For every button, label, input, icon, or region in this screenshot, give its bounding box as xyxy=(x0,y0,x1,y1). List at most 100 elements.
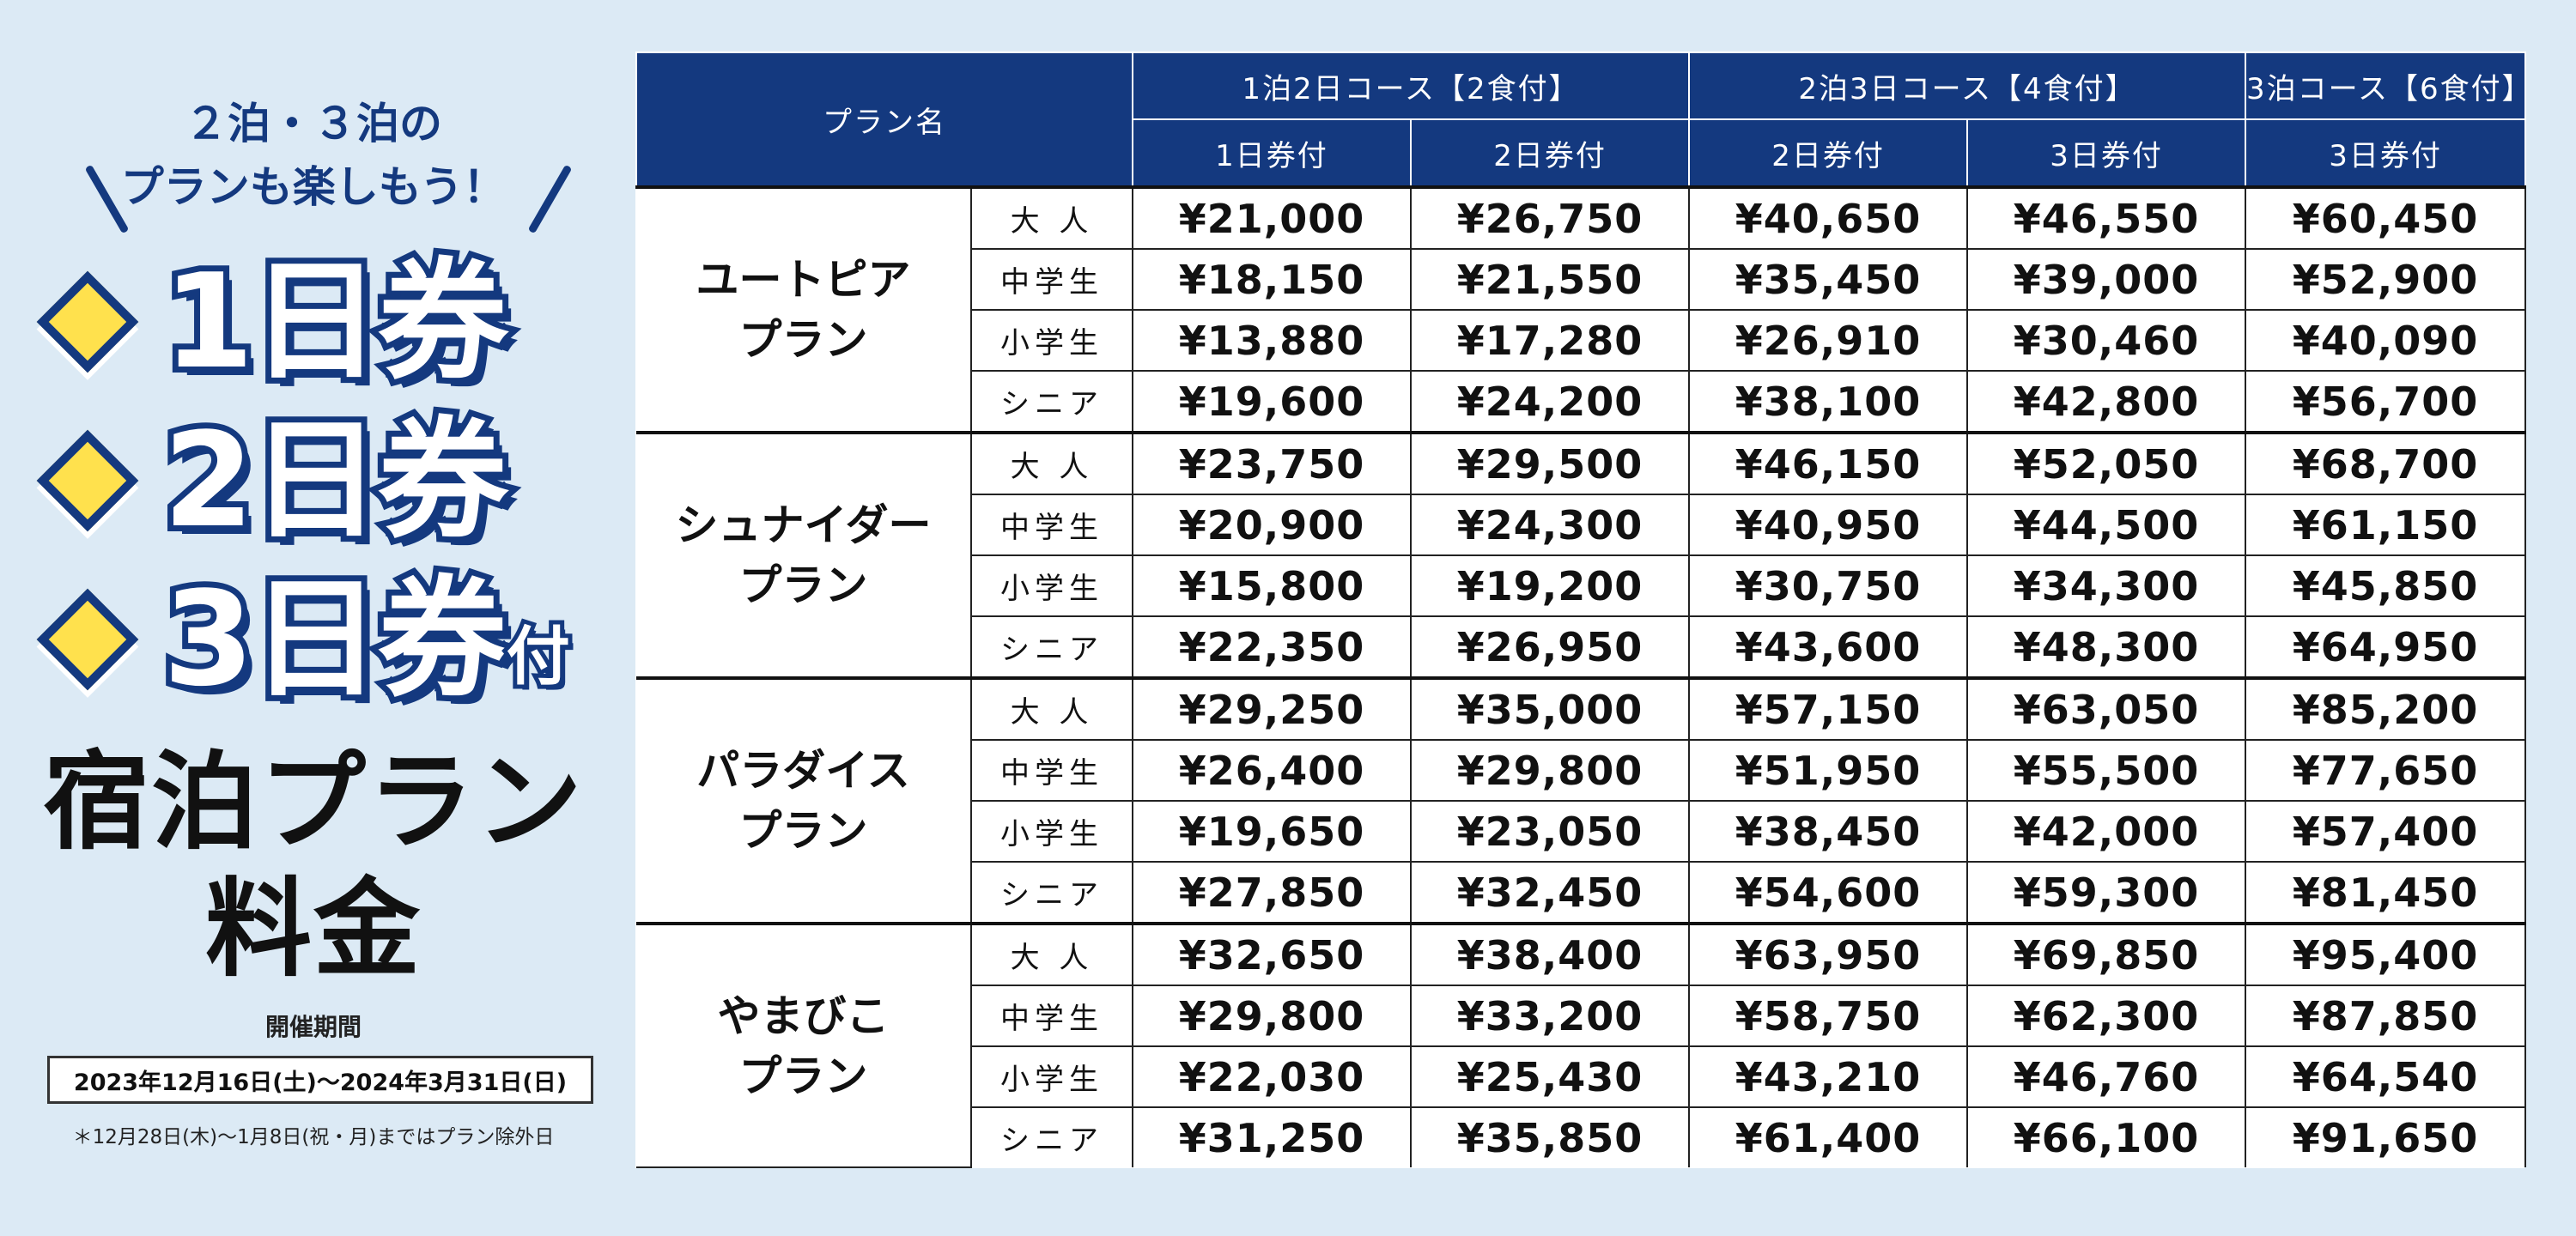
header-row-courses: プラン名 1泊2日コース【2食付】 2泊3日コース【4食付】 3泊コース【6食付… xyxy=(635,52,2531,188)
price-cell: ¥40,090 xyxy=(2245,309,2527,372)
price-cell: ¥60,450 xyxy=(2245,185,2527,250)
plan-name-line2: プラン xyxy=(738,806,868,856)
price-cell: ¥26,950 xyxy=(1409,615,1691,679)
price-cell: ¥56,700 xyxy=(2245,370,2527,433)
ticket-1day: 1日券 xyxy=(36,243,514,401)
price-cell: ¥35,000 xyxy=(1409,676,1691,741)
price-cell: ¥61,400 xyxy=(1688,1106,1969,1167)
tagline-line1: ２泊・３泊の xyxy=(185,99,442,148)
price-cell: ¥42,000 xyxy=(1966,800,2247,863)
price-cell: ¥22,030 xyxy=(1132,1045,1412,1108)
header-row-tickets: 1日券付 2日券付 2日券付 3日券付 3日券付 xyxy=(636,118,2527,188)
price-cell: ¥13,880 xyxy=(1132,309,1412,372)
price-cell: ¥25,430 xyxy=(1409,1045,1691,1108)
page-title-line2: 料金 xyxy=(204,868,422,991)
ticket-label: 3日券 xyxy=(157,560,514,718)
price-cell: ¥51,950 xyxy=(1688,739,1969,802)
price-cell: ¥26,750 xyxy=(1409,185,1691,250)
price-cell: ¥52,050 xyxy=(1966,431,2247,495)
price-cell: ¥15,800 xyxy=(1132,554,1412,617)
price-cell: ¥46,550 xyxy=(1966,185,2247,250)
price-cell: ¥91,650 xyxy=(2245,1106,2527,1167)
price-cell: ¥24,200 xyxy=(1409,370,1691,433)
table-row: パラダイス プラン大 人 ¥29,250 ¥35,000 ¥57,150 ¥63,050 ¥… xyxy=(636,676,2527,924)
price-cell: ¥46,150 xyxy=(1688,431,1969,495)
ticket-subheader: 2日券付 xyxy=(1409,118,1691,188)
plan-name-line1: シュナイダー xyxy=(675,500,932,550)
plan-name-cell: やまびこ プラン xyxy=(636,922,972,1168)
course-header-1n2d: 1泊2日コース【2食付】 xyxy=(1131,52,1691,120)
price-cell: ¥77,650 xyxy=(2245,739,2527,802)
age-category-cell: シニア xyxy=(971,370,1133,433)
price-cell: ¥95,400 xyxy=(2245,922,2527,986)
price-cell: ¥44,500 xyxy=(1966,494,2247,556)
promo-panel: ２泊・３泊の プランも楽しもう！ 1日券 2日券 3日券 付 宿泊プラン 料金 … xyxy=(0,0,627,1236)
price-cell: ¥85,200 xyxy=(2245,676,2527,741)
price-cell: ¥68,700 xyxy=(2245,431,2527,495)
plan-name-cell: シュナイダー プラン xyxy=(636,431,972,679)
price-cell: ¥69,850 xyxy=(1966,922,2247,986)
age-category-cell: 大 人 xyxy=(970,185,1133,250)
price-cell: ¥19,200 xyxy=(1409,554,1691,617)
plan-name-cell: パラダイス プラン xyxy=(636,676,972,924)
price-cell: ¥23,050 xyxy=(1409,800,1691,863)
plan-name-header: プラン名 xyxy=(635,52,1133,188)
ticket-3day: 3日券 付 xyxy=(36,560,574,718)
price-cell: ¥29,800 xyxy=(1132,985,1412,1047)
price-cell: ¥38,450 xyxy=(1688,800,1969,863)
price-cell: ¥63,950 xyxy=(1688,922,1969,986)
price-cell: ¥26,400 xyxy=(1132,739,1412,802)
age-category-cell: 小学生 xyxy=(971,1045,1133,1108)
tagline-line2: プランも楽しもう！ xyxy=(120,162,507,212)
price-cell: ¥32,650 xyxy=(1132,922,1412,986)
price-cell: ¥81,450 xyxy=(2245,861,2527,924)
plan-name-line2: プラン xyxy=(738,560,868,610)
table-row: 中学生 ¥29,800 ¥33,200 ¥58,750 ¥62,300 ¥87,850 xyxy=(636,985,2527,1047)
table-row: 中学生 ¥18,150 ¥21,550 ¥35,450 ¥39,000 ¥52,900 xyxy=(636,248,2527,311)
price-cell: ¥43,600 xyxy=(1688,615,1969,679)
price-cell: ¥38,100 xyxy=(1688,370,1969,433)
table-row: 小学生 ¥15,800 ¥19,200 ¥30,750 ¥34,300 ¥45,850 xyxy=(636,554,2527,617)
price-cell: ¥24,300 xyxy=(1409,494,1691,556)
price-cell: ¥26,910 xyxy=(1688,309,1969,372)
price-cell: ¥55,500 xyxy=(1966,739,2247,802)
price-cell: ¥22,350 xyxy=(1132,615,1412,679)
exclusion-note: ＊12月28日(木)〜1月8日(祝・月)まではプラン除外日 xyxy=(72,1126,555,1148)
age-category-cell: シニア xyxy=(971,861,1133,924)
price-cell: ¥32,450 xyxy=(1409,861,1691,924)
diamond-bullet-icon xyxy=(36,429,139,532)
price-cell: ¥64,540 xyxy=(2245,1045,2527,1108)
price-cell: ¥20,900 xyxy=(1132,494,1412,556)
price-cell: ¥29,250 xyxy=(1132,676,1412,741)
plan-name-line1: パラダイス xyxy=(696,746,910,796)
ticket-suffix: 付 xyxy=(502,615,574,698)
price-cell: ¥18,150 xyxy=(1132,248,1412,311)
age-category-cell: 小学生 xyxy=(971,309,1133,372)
price-cell: ¥57,400 xyxy=(2245,800,2527,863)
plan-name-line2: プラン xyxy=(738,315,868,365)
price-cell: ¥52,900 xyxy=(2245,248,2527,311)
price-cell: ¥40,650 xyxy=(1688,185,1969,250)
price-cell: ¥66,100 xyxy=(1966,1106,2247,1167)
plan-name-line1: やまびこ xyxy=(717,991,890,1041)
table-row: シュナイダー プラン大 人 ¥23,750 ¥29,500 ¥46,150 ¥52,050… xyxy=(636,431,2527,679)
age-category-cell: 大 人 xyxy=(970,676,1133,741)
price-cell: ¥31,250 xyxy=(1132,1106,1412,1167)
table-row: シニア ¥27,850 ¥32,450 ¥54,600 ¥59,300 ¥81,450 xyxy=(636,861,2527,924)
price-cell: ¥62,300 xyxy=(1966,985,2247,1047)
ticket-2day: 2日券 xyxy=(36,402,514,560)
price-cell: ¥21,550 xyxy=(1409,248,1691,311)
table-row: シニア ¥22,350 ¥26,950 ¥43,600 ¥48,300 ¥64,950 xyxy=(636,615,2527,679)
age-category-cell: 大 人 xyxy=(970,922,1133,986)
price-cell: ¥27,850 xyxy=(1132,861,1412,924)
price-cell: ¥48,300 xyxy=(1966,615,2247,679)
price-cell: ¥64,950 xyxy=(2245,615,2527,679)
price-table: プラン名 1泊2日コース【2食付】 2泊3日コース【4食付】 3泊コース【6食付… xyxy=(635,52,2531,1168)
ticket-subheader: 3日券付 xyxy=(2245,118,2527,188)
age-category-cell: 小学生 xyxy=(971,554,1133,617)
price-cell: ¥33,200 xyxy=(1409,985,1691,1047)
price-cell: ¥59,300 xyxy=(1966,861,2247,924)
page-title-line1: 宿泊プラン xyxy=(42,741,584,864)
ticket-subheader: 2日券付 xyxy=(1688,118,1969,188)
period-value: 2023年12月16日(土)〜2024年3月31日(日) xyxy=(47,1056,593,1104)
